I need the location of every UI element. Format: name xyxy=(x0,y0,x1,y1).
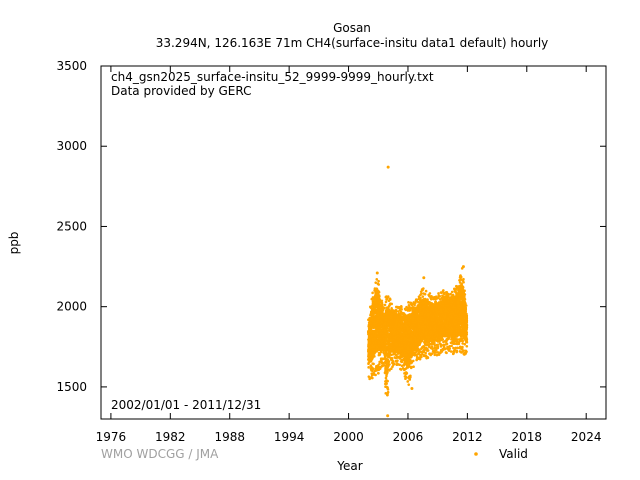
data-point xyxy=(367,366,370,369)
data-point xyxy=(381,303,384,307)
data-point xyxy=(406,380,410,383)
data-point xyxy=(371,376,374,380)
data-point xyxy=(390,302,394,306)
data-point xyxy=(440,343,443,347)
data-point xyxy=(405,376,408,379)
data-point xyxy=(450,290,454,294)
data-point xyxy=(438,294,441,298)
data-point xyxy=(412,365,415,369)
data-point xyxy=(382,364,386,367)
data-point xyxy=(371,291,374,295)
data-point xyxy=(388,363,391,366)
chart-title: Gosan xyxy=(333,21,371,35)
data-point xyxy=(379,350,383,354)
data-point xyxy=(386,390,390,394)
data-point xyxy=(420,355,423,359)
data-point xyxy=(407,301,410,304)
data-point xyxy=(367,375,371,378)
data-point xyxy=(378,360,381,364)
data-point xyxy=(377,279,380,283)
x-axis-label: Year xyxy=(336,459,362,473)
data-point xyxy=(388,298,392,301)
data-point xyxy=(380,299,384,303)
data-point xyxy=(370,373,374,377)
data-point xyxy=(374,373,377,377)
data-point xyxy=(450,344,453,348)
data-point xyxy=(386,388,390,391)
data-point xyxy=(407,383,411,386)
data-point xyxy=(397,310,400,313)
data-point xyxy=(409,374,412,378)
data-point xyxy=(384,300,388,304)
data-point xyxy=(400,305,403,309)
data-point xyxy=(383,303,387,307)
data-point xyxy=(428,292,432,295)
data-point xyxy=(418,357,422,361)
data-points-layer xyxy=(367,165,469,418)
data-point xyxy=(378,353,382,356)
data-point xyxy=(445,351,448,355)
data-point xyxy=(424,289,428,293)
data-point xyxy=(391,360,395,363)
data-point xyxy=(424,351,427,355)
data-point xyxy=(442,289,445,292)
data-point xyxy=(421,295,425,298)
data-point xyxy=(386,379,389,383)
data-point xyxy=(386,295,390,298)
data-point xyxy=(385,374,388,378)
data-point xyxy=(423,292,427,296)
data-point xyxy=(422,287,425,290)
data-point xyxy=(433,353,437,357)
chart-subtitle: 33.294N, 126.163E 71m CH4(surface-insitu… xyxy=(156,36,549,50)
data-point xyxy=(385,327,389,330)
data-point xyxy=(395,309,398,313)
data-point xyxy=(385,382,388,385)
data-point xyxy=(390,367,393,371)
data-point xyxy=(371,369,374,373)
data-point xyxy=(396,359,399,362)
data-point xyxy=(398,363,401,367)
data-point xyxy=(436,346,440,350)
data-point xyxy=(368,377,371,381)
data-point xyxy=(372,362,375,366)
data-point xyxy=(374,281,378,284)
data-point xyxy=(393,362,396,366)
data-point xyxy=(419,296,422,300)
data-point xyxy=(387,360,391,364)
data-point xyxy=(384,376,388,380)
data-point xyxy=(426,356,430,360)
data-point xyxy=(373,355,376,358)
data-point xyxy=(449,350,453,353)
data-point xyxy=(383,306,386,310)
data-point xyxy=(408,378,412,381)
y-axis-label: ppb xyxy=(7,232,21,255)
data-point xyxy=(433,341,436,345)
data-point xyxy=(388,369,391,372)
data-point xyxy=(385,368,389,372)
data-point xyxy=(378,295,381,298)
data-point xyxy=(375,278,379,281)
data-point xyxy=(381,361,385,365)
data-point xyxy=(411,359,415,363)
data-point xyxy=(444,347,447,351)
data-point xyxy=(400,360,404,364)
data-point xyxy=(449,292,453,296)
data-point xyxy=(378,362,381,366)
data-point xyxy=(371,367,375,371)
data-point xyxy=(426,349,430,352)
data-point xyxy=(386,370,389,374)
data-point xyxy=(400,308,403,311)
data-point xyxy=(377,290,381,294)
data-point xyxy=(377,371,380,375)
data-point xyxy=(437,292,440,295)
data-point xyxy=(441,338,445,341)
data-point xyxy=(390,353,393,357)
data-point xyxy=(384,392,388,395)
data-point xyxy=(420,292,423,295)
data-point xyxy=(377,283,381,286)
data-point xyxy=(405,371,409,375)
data-point xyxy=(448,347,452,350)
data-point xyxy=(445,342,449,346)
